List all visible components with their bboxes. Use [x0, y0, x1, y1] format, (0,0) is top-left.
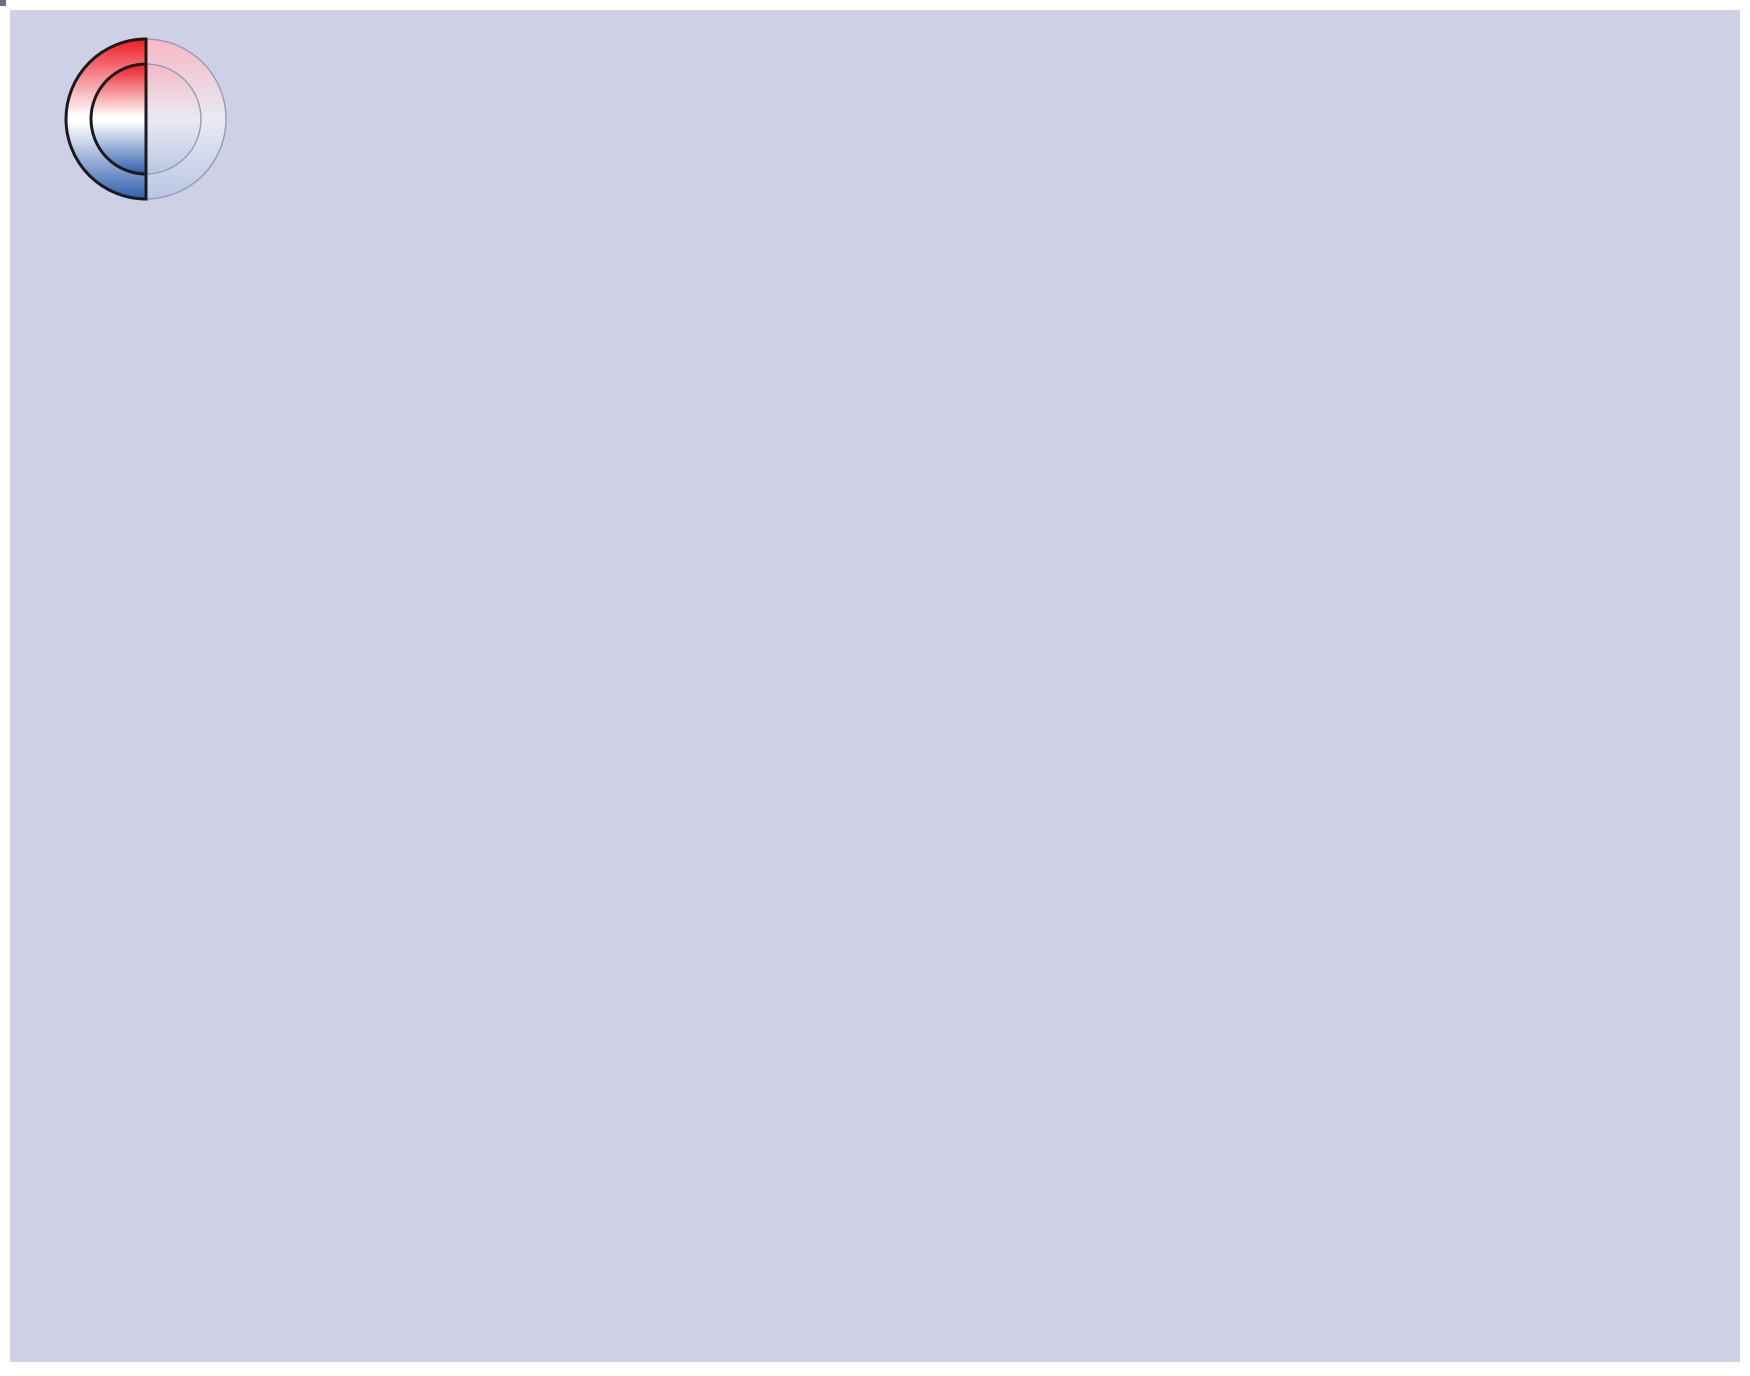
network-graph	[10, 10, 1740, 1362]
legend-box	[0, 0, 227, 201]
legend-node-diagram	[64, 37, 227, 201]
network-background	[10, 10, 1740, 1362]
